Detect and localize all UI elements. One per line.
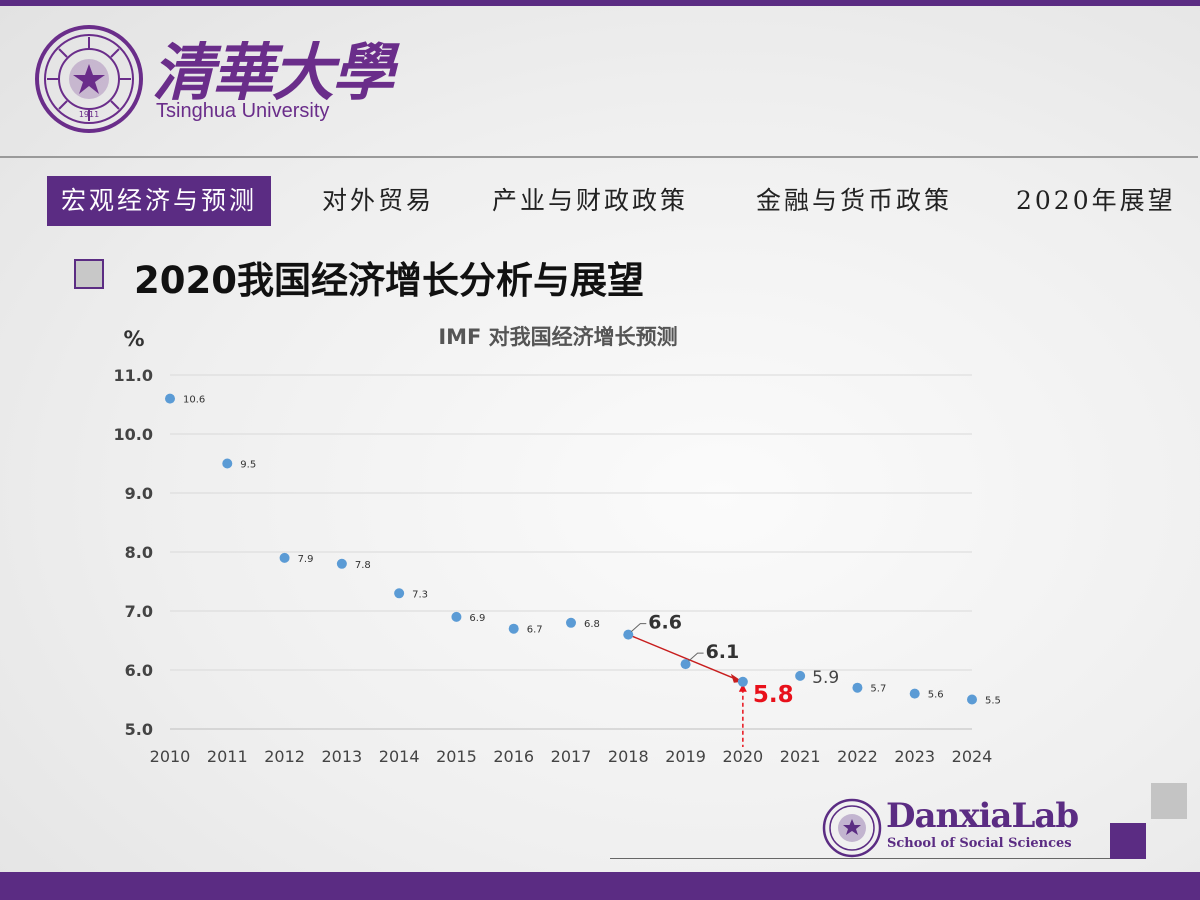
- top-accent-bar: [0, 0, 1200, 6]
- data-point: [795, 670, 806, 681]
- x-tick-label: 2012: [264, 747, 305, 766]
- data-point: [222, 458, 233, 469]
- data-point: [165, 393, 175, 404]
- tsinghua-seal-icon: 1911: [35, 25, 143, 133]
- data-label: 6.8: [584, 619, 600, 630]
- top-nav: 宏观经济与预测 对外贸易 产业与财政政策 金融与货币政策 2020年展望: [0, 176, 1200, 226]
- x-axis-ticks: 2010 2011 2012 2013 2014 2015 2016 2017 2018 2019…: [150, 747, 993, 766]
- x-tick-label: 2019: [665, 747, 706, 766]
- trend-line: [627, 633, 740, 681]
- data-label: 9.5: [240, 460, 256, 471]
- x-tick-label: 2011: [207, 747, 248, 766]
- danxialab-brand: DanxiaLab: [886, 796, 1079, 836]
- highlight-up-arrow: [738, 683, 747, 692]
- data-point: [967, 694, 977, 705]
- nav-tab-outlook[interactable]: 2020年展望: [1016, 186, 1176, 215]
- y-tick-label: 7.0: [125, 602, 153, 621]
- data-point: [336, 558, 347, 569]
- data-point: [279, 552, 290, 563]
- nav-tab-trade[interactable]: 对外贸易: [322, 186, 435, 215]
- trend-arrow: [627, 633, 747, 747]
- nav-tab-industry[interactable]: 产业与财政政策: [492, 186, 689, 215]
- data-point: [508, 623, 519, 634]
- x-tick-label: 2014: [379, 747, 420, 766]
- data-label: 10.6: [183, 395, 205, 406]
- data-label: 6.7: [527, 625, 543, 636]
- x-tick-label: 2016: [493, 747, 534, 766]
- data-label: 6.9: [469, 613, 485, 624]
- data-label: 5.7: [870, 684, 886, 695]
- section-title: 2020我国经济增长分析与展望: [134, 259, 644, 302]
- y-tick-label: 10.0: [114, 425, 153, 444]
- section-bullet-icon: [74, 259, 104, 289]
- x-tick-label: 2024: [952, 747, 993, 766]
- data-point: [394, 588, 405, 599]
- bottom-accent-bar: [0, 872, 1200, 900]
- data-label: 7.9: [298, 554, 314, 565]
- label-leader-line: [630, 623, 647, 632]
- x-tick-label: 2020: [722, 747, 763, 766]
- seal-year: 1911: [79, 110, 99, 119]
- x-tick-label: 2018: [608, 747, 649, 766]
- danxialab-subtitle: School of Social Sciences: [887, 836, 1072, 851]
- label-leader-line: [688, 652, 704, 662]
- x-tick-label: 2017: [551, 747, 592, 766]
- data-label: 5.6: [928, 690, 944, 701]
- header-divider: [0, 156, 1198, 158]
- data-point: [909, 688, 920, 699]
- data-point: [566, 617, 576, 628]
- decorative-square-gray: [1151, 783, 1187, 819]
- x-tick-label: 2010: [150, 747, 191, 766]
- x-tick-label: 2023: [894, 747, 935, 766]
- data-label: 5.9: [812, 668, 839, 688]
- y-tick-label: 5.0: [125, 720, 153, 739]
- x-tick-label: 2021: [780, 747, 821, 766]
- university-name-en: Tsinghua University: [156, 100, 330, 122]
- nav-tab-macro[interactable]: 宏观经济与预测: [47, 176, 272, 226]
- x-tick-label: 2013: [321, 747, 362, 766]
- y-tick-label: 6.0: [125, 661, 153, 680]
- data-label: 5.5: [985, 696, 1001, 707]
- y-tick-label: 11.0: [114, 366, 153, 385]
- footer-divider: [610, 858, 1110, 859]
- data-label: 6.6: [648, 612, 682, 634]
- data-label: 7.3: [412, 589, 428, 600]
- nav-tab-finance[interactable]: 金融与货币政策: [756, 186, 953, 215]
- y-tick-label: 8.0: [125, 543, 153, 562]
- data-point: [451, 611, 462, 622]
- decorative-square-purple: [1110, 823, 1146, 859]
- growth-forecast-chart: IMF 对我国经济增长预测 % 5.06.07.08.09.010.011.0 …: [114, 325, 1001, 766]
- data-point: [623, 629, 634, 640]
- data-point: [852, 682, 863, 693]
- chart-y-unit: %: [123, 327, 144, 351]
- data-label: 7.8: [355, 560, 371, 571]
- data-points: [165, 393, 977, 705]
- data-point: [737, 676, 748, 687]
- chart-gridlines: [170, 374, 972, 730]
- x-tick-label: 2022: [837, 747, 878, 766]
- data-label: 6.1: [706, 641, 740, 663]
- data-label: 5.8: [753, 682, 794, 708]
- x-tick-label: 2015: [436, 747, 477, 766]
- data-point: [680, 659, 691, 670]
- chart-title: IMF 对我国经济增长预测: [438, 325, 677, 349]
- y-tick-label: 9.0: [125, 484, 153, 503]
- university-name-cn: 清華大學: [152, 36, 394, 109]
- data-labels: 10.6 9.5 7.9 7.8 7.3 6.9 6.7 6.8 6.6 6.1 5.8 5.9 5.7…: [183, 395, 1001, 708]
- y-axis-ticks: 5.0 6.0 7.0 8.0 9.0 10.0 11.0: [114, 366, 153, 739]
- danxialab-seal-icon: [822, 798, 882, 858]
